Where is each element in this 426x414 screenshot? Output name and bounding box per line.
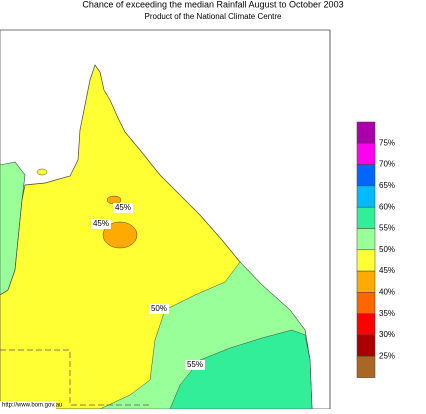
map-label: 45% bbox=[115, 203, 131, 212]
map-label-bg bbox=[149, 304, 169, 314]
legend-label: 35% bbox=[379, 309, 395, 318]
subtitle: Product of the National Climate Centre bbox=[145, 12, 283, 21]
legend-swatch bbox=[356, 228, 376, 251]
legend-swatch bbox=[356, 249, 376, 272]
legend-label: 70% bbox=[379, 160, 395, 169]
legend-swatch bbox=[356, 143, 376, 165]
map bbox=[0, 29, 331, 410]
legend-label: 40% bbox=[379, 288, 395, 297]
map-label-bg bbox=[91, 219, 111, 229]
legend-label: 45% bbox=[379, 266, 395, 275]
map-labels: 45% 45% 50% 55% bbox=[91, 203, 205, 370]
legend-swatch bbox=[356, 356, 376, 378]
island bbox=[36, 168, 48, 176]
legend-swatch bbox=[356, 206, 376, 229]
credit: http://www.bom.gov.au bbox=[2, 403, 62, 409]
map-label-bg bbox=[113, 203, 133, 213]
legend-swatch bbox=[356, 313, 376, 336]
legend: 75% 70% 65% 60% 55% 50% 45% 40% 35% 30% 25% bbox=[356, 121, 395, 378]
legend-swatch bbox=[356, 164, 376, 187]
legend-label: 75% bbox=[379, 138, 395, 147]
title: Chance of exceeding the median Rainfall … bbox=[82, 0, 343, 9]
credit-bg bbox=[0, 401, 56, 409]
map-label: 55% bbox=[187, 360, 203, 369]
legend-swatch bbox=[356, 292, 376, 314]
legend-swatch bbox=[356, 121, 376, 144]
legend-swatch bbox=[356, 270, 376, 293]
legend-swatch bbox=[356, 185, 376, 208]
map-label-bg bbox=[185, 360, 205, 370]
legend-label: 25% bbox=[379, 351, 395, 360]
map-label: 50% bbox=[151, 304, 167, 313]
legend-label: 30% bbox=[379, 330, 395, 339]
legend-label: 60% bbox=[379, 202, 395, 211]
legend-label: 50% bbox=[379, 245, 395, 254]
state-border bbox=[0, 349, 150, 406]
legend-label: 55% bbox=[379, 224, 395, 233]
region-40-45 bbox=[102, 221, 138, 249]
legend-swatch bbox=[356, 334, 376, 357]
legend-label: 65% bbox=[379, 181, 395, 190]
map-label: 45% bbox=[93, 219, 109, 228]
